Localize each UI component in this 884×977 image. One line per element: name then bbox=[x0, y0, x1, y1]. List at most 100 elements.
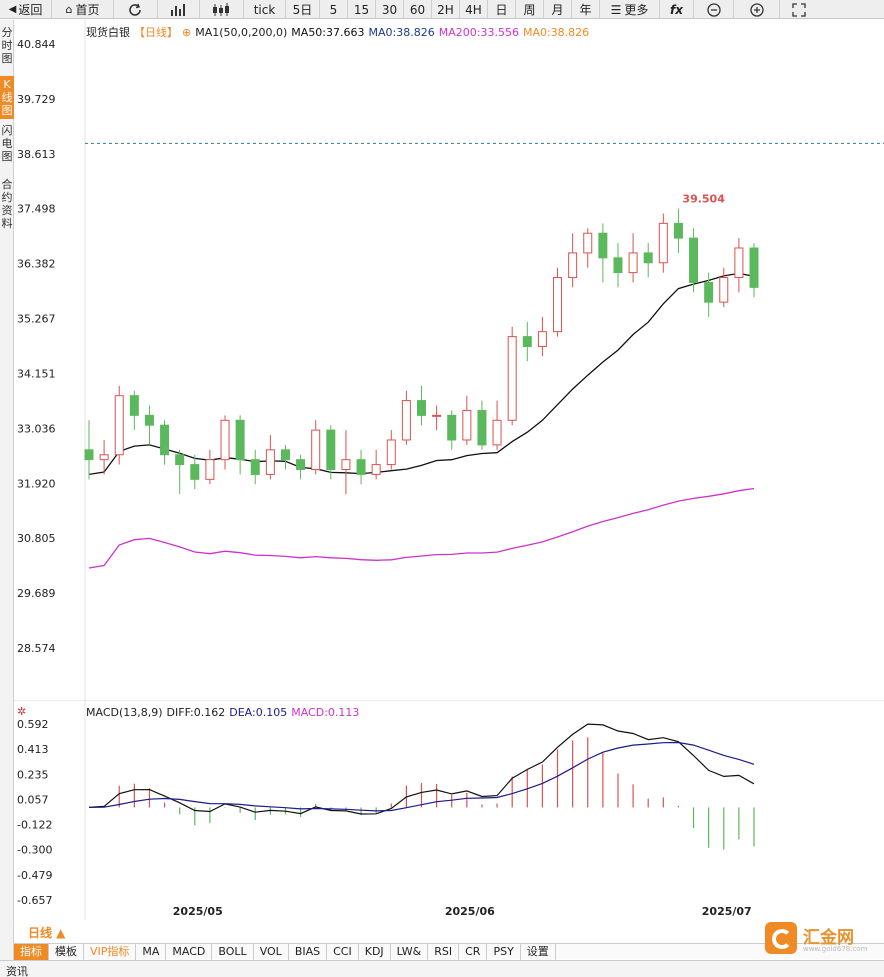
indicator-tab-templates[interactable]: 模板 bbox=[49, 944, 84, 960]
indicator-tab-macd[interactable]: MACD bbox=[166, 944, 213, 960]
ma50-value: MA50:37.663 bbox=[291, 25, 365, 39]
zoom-out-icon bbox=[706, 2, 721, 17]
zoom-in-icon bbox=[749, 2, 764, 17]
y-tick-label: 40.844 bbox=[17, 38, 56, 51]
candle bbox=[704, 272, 714, 317]
y-tick-label: 36.382 bbox=[17, 258, 56, 271]
candle bbox=[144, 405, 154, 445]
macd-y-tick-label: 0.057 bbox=[17, 793, 49, 806]
indicator-tab-kdj[interactable]: KDJ bbox=[359, 944, 391, 960]
y-tick-label: 30.805 bbox=[17, 532, 56, 545]
candle bbox=[265, 435, 275, 480]
candle bbox=[719, 267, 729, 308]
candle bbox=[643, 243, 653, 278]
macd-y-tick-label: -0.122 bbox=[17, 819, 52, 832]
period-5min[interactable]: 5 bbox=[320, 0, 348, 19]
candle bbox=[477, 400, 487, 450]
period-week[interactable]: 周 bbox=[516, 0, 544, 19]
candle bbox=[583, 228, 593, 268]
indicator-tab-bias[interactable]: BIAS bbox=[289, 944, 328, 960]
more-button[interactable]: ☰ 更多 bbox=[600, 0, 660, 19]
tab-flash-chart[interactable]: 闪电图 bbox=[1, 124, 13, 163]
candle bbox=[356, 449, 366, 485]
macd-y-tick-label: -0.479 bbox=[17, 869, 52, 882]
period-4h[interactable]: 4H bbox=[460, 0, 488, 19]
period-2h[interactable]: 2H bbox=[432, 0, 460, 19]
y-tick-label: 38.613 bbox=[17, 148, 56, 161]
indicator-tab-rsi[interactable]: RSI bbox=[428, 944, 460, 960]
candlestick-button[interactable] bbox=[200, 0, 244, 19]
indicator-tab-settings[interactable]: 设置 bbox=[521, 944, 556, 960]
period-month[interactable]: 月 bbox=[544, 0, 572, 19]
indicator-tab-lw[interactable]: LW& bbox=[391, 944, 429, 960]
tick-button[interactable]: tick bbox=[244, 0, 286, 19]
indicator-tab-vip[interactable]: VIP指标 bbox=[84, 944, 137, 960]
home-button[interactable]: ⌂ 首页 bbox=[52, 0, 114, 19]
ma-settings-icon[interactable]: ⊕ bbox=[182, 25, 192, 39]
dea-value: DEA:0.105 bbox=[229, 706, 288, 719]
indicator-tab-cr[interactable]: CR bbox=[459, 944, 488, 960]
refresh-button[interactable] bbox=[114, 0, 158, 19]
back-button[interactable]: ◀ 返回 bbox=[0, 0, 52, 19]
candle bbox=[447, 410, 457, 450]
ma0-value-2: MA0:38.826 bbox=[522, 25, 590, 39]
candle bbox=[326, 425, 336, 480]
macd-chart[interactable]: 0.592 0.413 0.235 0.057 -0.122 -0.300 -0.479 -0… bbox=[14, 700, 884, 920]
instrument-name: 现货白银 bbox=[86, 26, 130, 39]
y-tick-label: 31.920 bbox=[17, 477, 56, 490]
tab-kline[interactable]: K线图 bbox=[0, 76, 14, 119]
home-icon: ⌂ bbox=[65, 3, 73, 16]
indicator-tab-psy[interactable]: PSY bbox=[487, 944, 521, 960]
candle bbox=[568, 233, 578, 288]
candle bbox=[386, 430, 396, 470]
y-tick-label: 37.498 bbox=[17, 203, 56, 216]
candle bbox=[341, 430, 351, 495]
candle bbox=[175, 449, 185, 495]
period-5day[interactable]: 5日 bbox=[286, 0, 320, 19]
candle bbox=[507, 326, 517, 426]
x-tick-label: 2025/06 bbox=[445, 905, 495, 918]
candle bbox=[749, 243, 759, 298]
indicator-tab-vol[interactable]: VOL bbox=[254, 944, 289, 960]
candle bbox=[628, 233, 638, 283]
expand-button[interactable] bbox=[780, 0, 818, 19]
period-selector[interactable]: 日线 ▲ bbox=[28, 926, 66, 940]
zoom-out-button[interactable] bbox=[694, 0, 734, 19]
period-day[interactable]: 日 bbox=[488, 0, 516, 19]
period-year[interactable]: 年 bbox=[572, 0, 600, 19]
indicator-tab-cci[interactable]: CCI bbox=[327, 944, 359, 960]
indicator-tab-ma[interactable]: MA bbox=[136, 944, 167, 960]
period-15min[interactable]: 15 bbox=[348, 0, 376, 19]
candle bbox=[205, 449, 215, 485]
candle bbox=[114, 385, 124, 465]
formula-button[interactable]: fx bbox=[660, 0, 694, 19]
candle bbox=[673, 208, 683, 253]
period-30min[interactable]: 30 bbox=[376, 0, 404, 19]
news-tab[interactable]: 资讯 bbox=[6, 965, 28, 977]
back-icon: ◀ bbox=[8, 4, 17, 15]
bar-chart-button[interactable] bbox=[158, 0, 200, 19]
period-60min[interactable]: 60 bbox=[404, 0, 432, 19]
kline-chart[interactable]: 40.844 39.729 38.613 37.498 36.382 35.267 34.1… bbox=[14, 20, 884, 700]
brand-logo: 汇金网 www.gold678.com bbox=[765, 921, 875, 955]
y-tick-label: 35.267 bbox=[17, 313, 56, 326]
candles bbox=[84, 208, 759, 495]
diff-value: DIFF:0.162 bbox=[166, 706, 226, 719]
indicator-tab-indicators[interactable]: 指标 bbox=[14, 944, 49, 960]
macd-y-tick-label: 0.413 bbox=[17, 743, 49, 756]
tab-contract-info[interactable]: 合约资料 bbox=[1, 178, 13, 230]
zoom-in-button[interactable] bbox=[734, 0, 780, 19]
candle bbox=[492, 400, 502, 450]
max-price-marker: 39.504 bbox=[682, 193, 725, 206]
candle bbox=[190, 454, 200, 490]
bottom-strip: 资讯 bbox=[0, 960, 884, 977]
macd-y-axis: 0.592 0.413 0.235 0.057 -0.122 -0.300 -0.479 -0… bbox=[17, 718, 52, 907]
toolbar: ◀ 返回 ⌂ 首页 tick 5日 5 15 30 60 2H 4H 日 周 月 年… bbox=[0, 0, 884, 19]
tab-timeshare[interactable]: 分时图 bbox=[1, 26, 13, 65]
side-tabs: 分时图 K线图 闪电图 合约资料 bbox=[0, 20, 14, 960]
candle bbox=[99, 439, 109, 475]
macd-settings-icon[interactable]: ✲ bbox=[17, 705, 27, 718]
indicator-tab-boll[interactable]: BOLL bbox=[212, 944, 254, 960]
candle bbox=[734, 238, 744, 293]
